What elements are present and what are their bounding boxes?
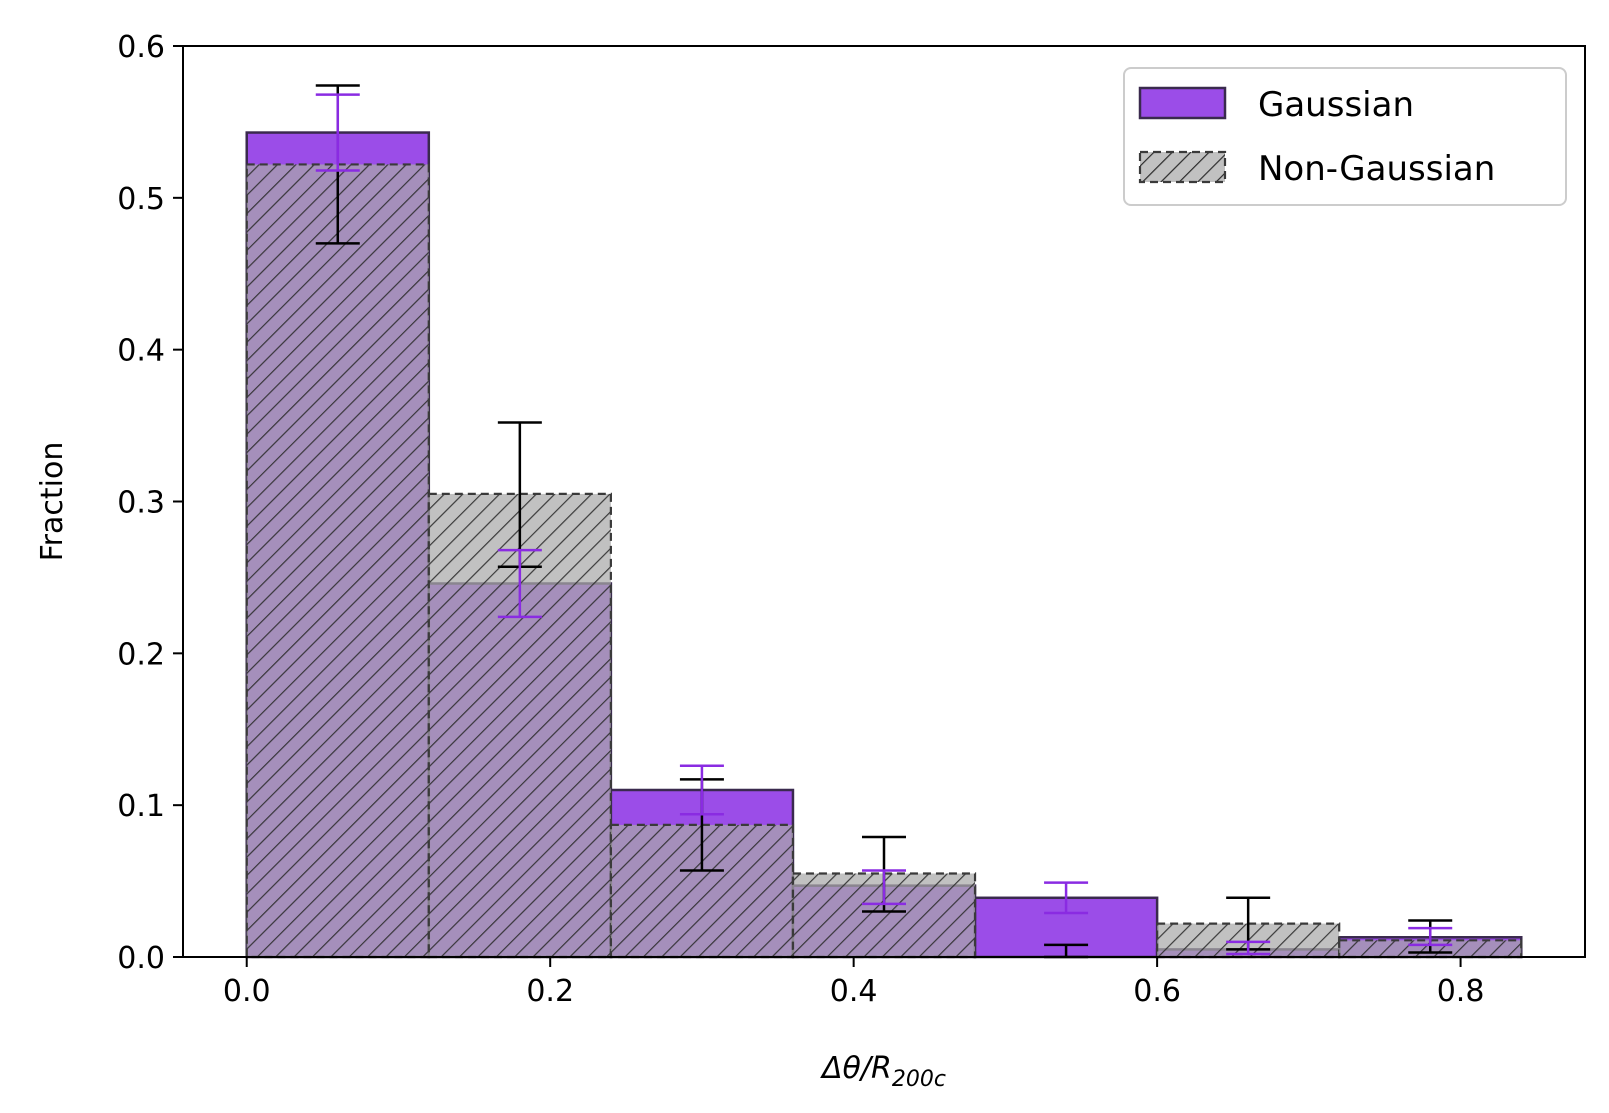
y-axis-ticks: 0.0 0.1 0.2 0.3 0.4 0.5 0.6 [117, 30, 183, 976]
legend: Gaussian Non-Gaussian [1123, 67, 1567, 206]
error-bars [315, 84, 1453, 959]
gaussian-errorbar [1408, 926, 1453, 947]
y-tick-label: 0.2 [117, 637, 165, 672]
non-gaussian-bars [245, 163, 1523, 959]
y-axis-label: Fraction [35, 442, 70, 562]
gaussian-errorbar [1044, 881, 1089, 915]
legend-frame [1123, 67, 1567, 206]
x-axis-label: Δθ/R200c [820, 1051, 946, 1092]
legend-swatch-gaussian [1138, 86, 1227, 120]
x-axis-label-subscript: 200c [892, 1067, 946, 1092]
legend-swatch-non-gaussian-hatch [1138, 150, 1227, 184]
gaussian-errorbar [315, 93, 360, 172]
gaussian-errorbar [862, 869, 906, 906]
legend-label-gaussian: Gaussian [1258, 85, 1414, 125]
x-tick-label: 0.8 [1437, 974, 1485, 1009]
legend-label-non-gaussian: Non-Gaussian [1258, 149, 1495, 189]
gaussian-errorbar [497, 548, 542, 619]
y-tick-label: 0.3 [117, 486, 165, 521]
y-tick-label: 0.4 [117, 334, 165, 369]
x-tick-label: 0.6 [1133, 974, 1181, 1009]
x-tick-label: 0.2 [526, 974, 574, 1009]
x-axis-ticks: 0.0 0.2 0.4 0.6 0.8 [223, 957, 1485, 1009]
non-gaussian-bar-hatch [245, 163, 430, 959]
gaussian-errorbar [1226, 940, 1271, 956]
gaussian-errorbar [679, 764, 724, 816]
y-tick-label: 0.5 [117, 182, 165, 217]
x-axis-label-main: Δθ/R [820, 1051, 892, 1086]
y-tick-label: 0.1 [117, 789, 165, 824]
y-tick-label: 0.6 [117, 30, 165, 65]
y-tick-label: 0.0 [117, 941, 165, 976]
x-tick-label: 0.4 [830, 974, 878, 1009]
x-tick-label: 0.0 [223, 974, 271, 1009]
